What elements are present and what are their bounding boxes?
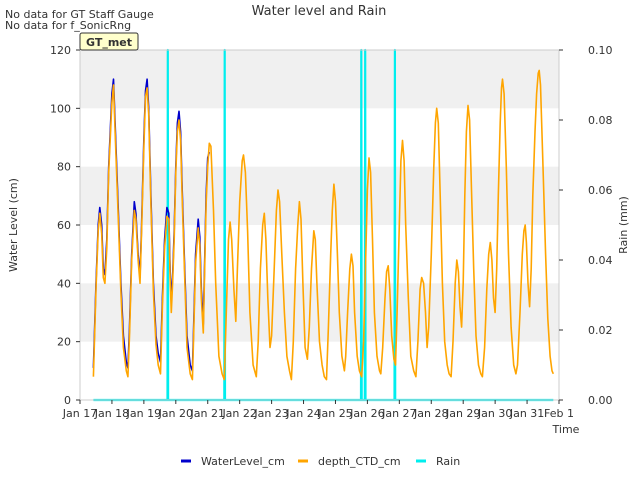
x-tick-label: Jan 28 <box>413 407 448 420</box>
legend: WaterLevel_cm depth_CTD_cm Rain <box>181 455 460 468</box>
no-data-note-1: No data for GT Staff Gauge <box>5 8 154 21</box>
y-left-tick-label: 20 <box>57 336 71 349</box>
x-tick-label: Jan 30 <box>477 407 512 420</box>
x-tick-label: Jan 17 <box>62 407 97 420</box>
y-left-tick-label: 100 <box>50 102 71 115</box>
y-axis-right-label: Rain (mm) <box>617 196 630 254</box>
x-tick-label: Jan 27 <box>381 407 416 420</box>
x-tick-label: Jan 21 <box>190 407 225 420</box>
y-right-tick-label: 0.08 <box>588 114 613 127</box>
x-tick-label: Jan 24 <box>285 407 320 420</box>
x-tick-label: Jan 29 <box>445 407 480 420</box>
legend-label: WaterLevel_cm <box>201 455 285 468</box>
y-right-tick-label: 0.06 <box>588 184 613 197</box>
x-tick-label: Jan 22 <box>221 407 256 420</box>
y-left-tick-label: 40 <box>57 277 71 290</box>
x-tick-label: Jan 23 <box>253 407 288 420</box>
x-axis-label: Time <box>552 423 580 436</box>
x-tick-label: Feb 1 <box>544 407 574 420</box>
y-right-tick-label: 0.00 <box>588 394 613 407</box>
y-axis-left: 0 20 40 60 80 100 120 <box>50 44 80 407</box>
y-axis-left-label: Water Level (cm) <box>7 178 20 272</box>
grid-band <box>80 166 559 225</box>
series-line-depth-ctd-cm <box>92 69 555 381</box>
y-right-tick-label: 0.10 <box>588 44 613 57</box>
legend-label: depth_CTD_cm <box>318 455 401 468</box>
y-right-tick-label: 0.04 <box>588 254 613 267</box>
x-tick-label: Jan 25 <box>317 407 352 420</box>
legend-label: Rain <box>436 455 460 468</box>
y-axis-right: 0.00 0.02 0.04 0.06 0.08 0.10 <box>559 44 613 407</box>
y-left-tick-label: 120 <box>50 44 71 57</box>
chart-title: Water level and Rain <box>252 4 387 19</box>
site-badge-label: GT_met <box>86 36 132 49</box>
y-left-tick-label: 60 <box>57 219 71 232</box>
no-data-note-2: No data for f_SonicRng <box>5 19 131 32</box>
y-right-tick-label: 0.02 <box>588 324 613 337</box>
grid-band <box>80 50 559 109</box>
y-left-tick-label: 80 <box>57 161 71 174</box>
x-tick-label: Jan 18 <box>94 407 129 420</box>
y-left-tick-label: 0 <box>64 394 71 407</box>
x-tick-label: Jan 19 <box>126 407 161 420</box>
site-badge: GT_met <box>79 32 139 51</box>
x-tick-label: Jan 26 <box>349 407 384 420</box>
x-tick-label: Jan 20 <box>158 407 193 420</box>
x-tick-label: Jan 31 <box>509 407 544 420</box>
